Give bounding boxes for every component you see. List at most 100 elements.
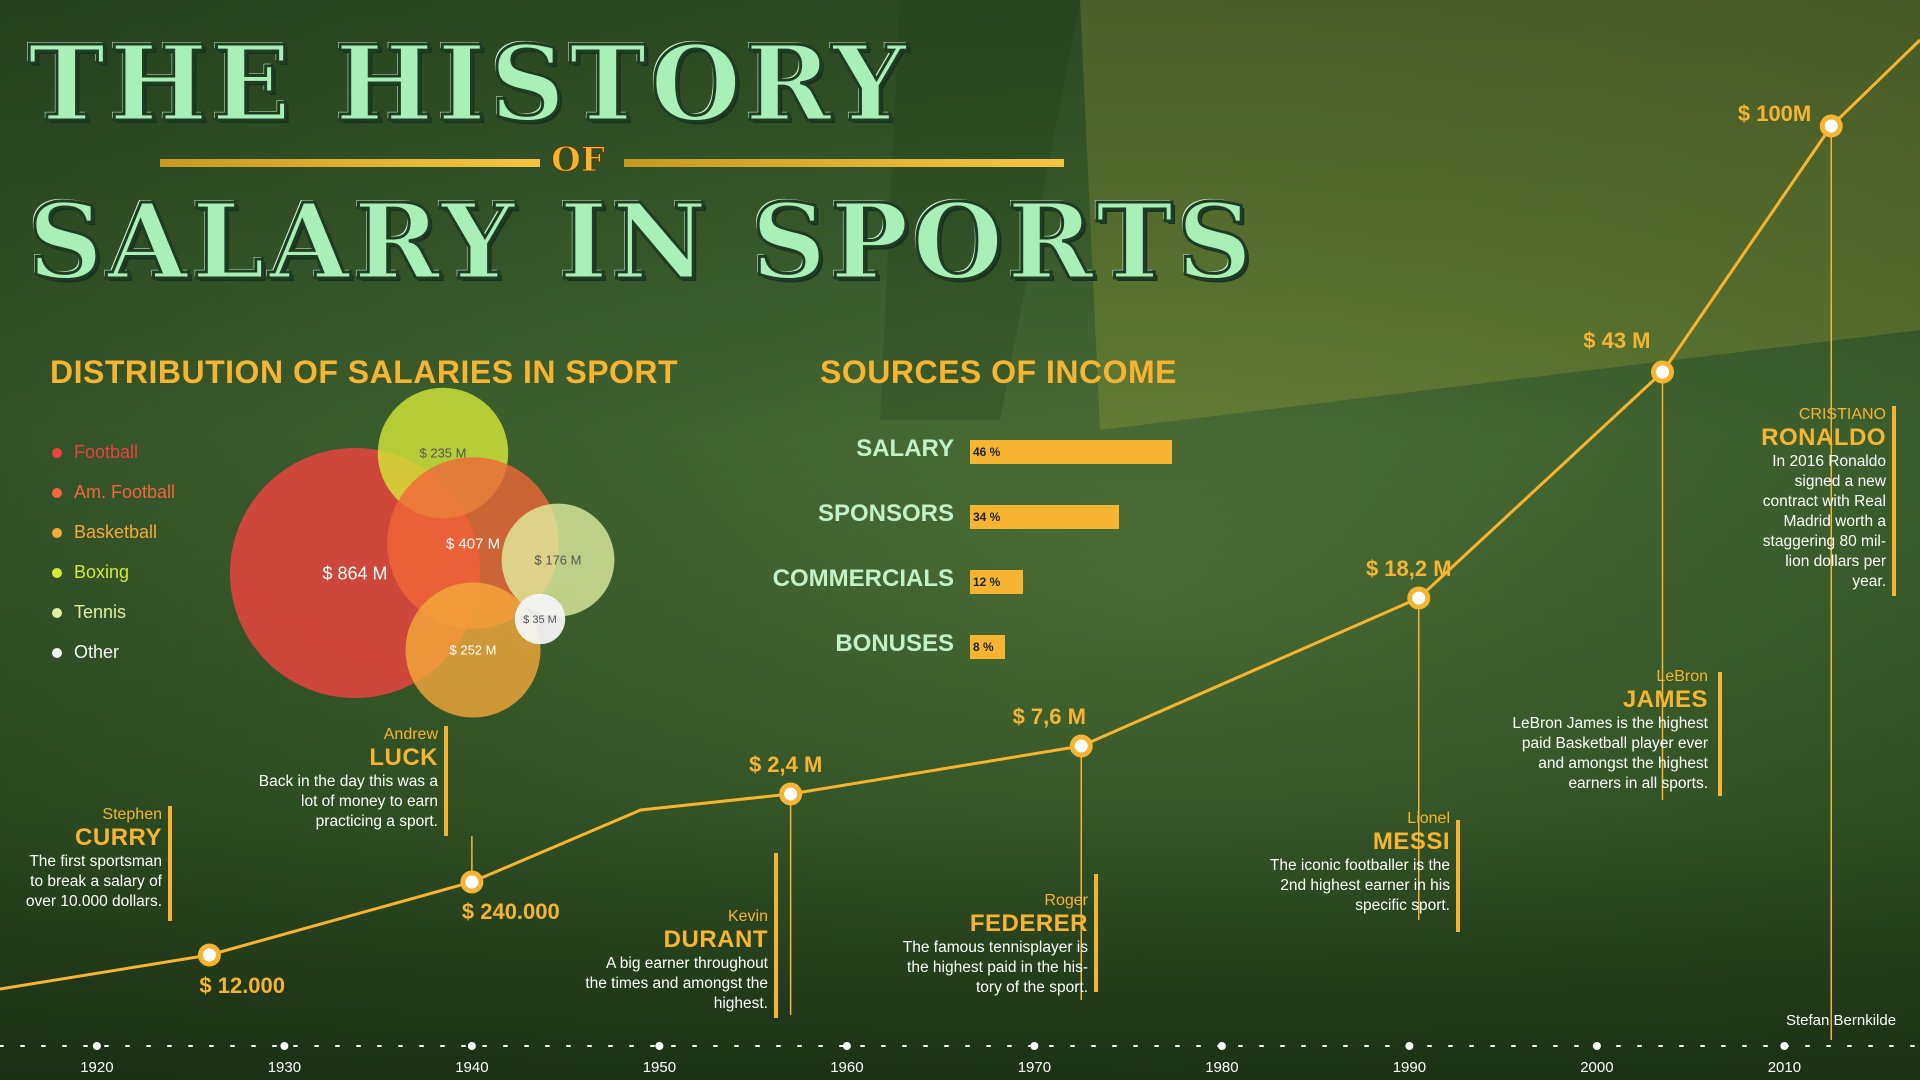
athlete-first-name: LeBron [1656,668,1708,685]
legend-item-tennis: Tennis [52,602,126,623]
bubble-tennis [501,503,615,617]
timeline-marker [1407,586,1431,610]
x-axis-tick-dot [1780,1042,1789,1050]
x-axis-tick-label: 1980 [1205,1059,1238,1076]
income-pct: 34 % [973,510,1001,524]
x-axis-tick-label: 1990 [1393,1059,1426,1076]
athlete-first-name: Roger [1044,892,1088,909]
bubble-value-label: $ 407 M [446,535,500,552]
income-pct: 46 % [973,445,1001,459]
athlete-ronaldo: CRISTIANO RONALDO In 2016 Ronaldo signed… [1730,406,1896,596]
x-axis-tick-dot [1217,1042,1226,1050]
x-axis-tick-dot [280,1042,289,1050]
x-axis-tick-label: 1970 [1018,1059,1051,1076]
athlete-curry: Stephen CURRY The first sportsman to bre… [0,806,172,921]
athlete-desc-line: and amongst the highest [1538,755,1708,772]
income-bar-sponsors: 34 % [970,505,1119,529]
timeline-value-label: $ 43 M [1583,328,1650,353]
bubble-value-label: $ 252 M [450,643,497,658]
athlete-last-name: MESSI [1372,828,1450,855]
athlete-desc-line: practicing a sport. [315,813,438,830]
timeline-marker [1069,734,1093,758]
x-axis-tick-dot [467,1042,476,1050]
athlete-desc-line: The first sportsman [29,853,162,870]
income-label-sponsors: SPONSORS [817,500,954,527]
legend-dot [52,648,62,659]
legend-dot [52,608,62,619]
athlete-federer: Roger FEDERER The famous tennisplayer is… [870,874,1098,998]
income-label-bonuses: BONUSES [835,630,954,657]
athlete-desc-line: specific sport. [1355,897,1450,914]
x-axis-tick-label: 1920 [80,1059,113,1076]
timeline-marker [197,943,221,967]
x-axis-tick-dot [92,1042,101,1050]
salary-line [0,38,1920,991]
athlete-durant: Kevin DURANT A big earner throughout the… [540,853,778,1018]
income-pct: 12 % [973,575,1001,589]
legend-item-other: Other [52,642,119,663]
x-axis-tick-label: 1930 [268,1059,301,1076]
athlete-desc-line: highest. [713,995,768,1012]
income-label-commercials: COMMERCIALS [772,565,954,592]
bubble-value-label: $ 864 M [322,563,387,583]
athlete-desc-line: tory of the sport. [976,979,1088,996]
athlete-desc-line: lot of money to earn [301,793,438,810]
timeline-value-label: $ 240.000 [462,899,560,924]
legend-label: Am. Football [74,482,176,502]
athlete-desc-line: Back in the day this was a [258,773,438,790]
timeline-value-label: $ 7,6 M [1013,704,1086,729]
bubble-value-label: $ 176 M [535,553,582,568]
athlete-first-name: Stephen [102,806,162,823]
athlete-desc-line: the highest paid in the his- [907,959,1088,976]
athlete-first-name: Kevin [727,908,768,925]
athlete-messi: Lionel MESSI The iconic footballer is th… [1230,810,1460,932]
bubble-value-label: $ 35 M [523,614,557,626]
legend-item-football: Football [52,442,138,463]
athlete-first-name: Lionel [1407,810,1450,827]
athlete-james: LeBron JAMES LeBron James is the highest… [1480,668,1722,796]
timeline-value-label: $ 2,4 M [749,752,822,777]
credit-text: Stefan Bernkilde [1786,1012,1897,1029]
athlete-desc-line: contract with Real [1762,493,1886,510]
legend-dot [52,528,62,539]
timeline-value-label: $ 12.000 [199,973,285,998]
bubble-basketball [405,582,541,718]
legend-label: Basketball [74,522,158,542]
legend-item-boxing: Boxing [52,562,129,583]
athlete-last-name: FEDERER [969,910,1088,937]
income-bar-commercials: 12 % [970,570,1023,594]
x-axis-tick-label: 1940 [455,1059,488,1076]
distribution-heading: DISTRIBUTION OF SALARIES IN SPORT [50,354,679,390]
legend-label: Boxing [74,562,130,582]
athlete-bar [1892,406,1896,596]
athlete-luck: Andrew LUCK Back in the day this was a l… [180,726,448,836]
athlete-bar [1456,820,1460,932]
x-axis-tick-dot [1030,1042,1039,1050]
legend-item-am-football: Am. Football [52,482,175,503]
athlete-desc-line: lion dollars per [1785,553,1886,570]
title-rule-right [624,159,1064,167]
timeline-value-label: $ 100M [1738,101,1811,126]
athlete-desc-line: the times and amongst the [585,975,768,992]
athlete-last-name: LUCK [369,744,438,771]
bubble-other [514,593,566,645]
x-axis-tick-dot [842,1042,851,1050]
x-axis-tick-label: 2010 [1768,1059,1801,1076]
athlete-last-name: CURRY [75,824,162,851]
title-of: OF [551,140,606,181]
athlete-desc-line: signed a new [1794,473,1886,490]
income-label-salary: SALARY [856,435,954,462]
legend-dot [52,488,62,499]
athlete-desc-line: The iconic footballer is the [1269,857,1450,874]
athlete-first-name: Andrew [383,726,438,743]
athlete-last-name: DURANT [663,926,768,953]
x-axis-tick-label: 1960 [830,1059,863,1076]
x-axis-tick-dot [655,1042,664,1050]
athlete-desc-line: LeBron James is the highest [1512,715,1708,732]
title-rule-left [160,159,540,167]
legend-label: Other [74,642,120,662]
x-axis-tick-label: 1950 [643,1059,676,1076]
legend-label: Tennis [74,602,127,622]
x-axis-tick-dot [1592,1042,1601,1050]
